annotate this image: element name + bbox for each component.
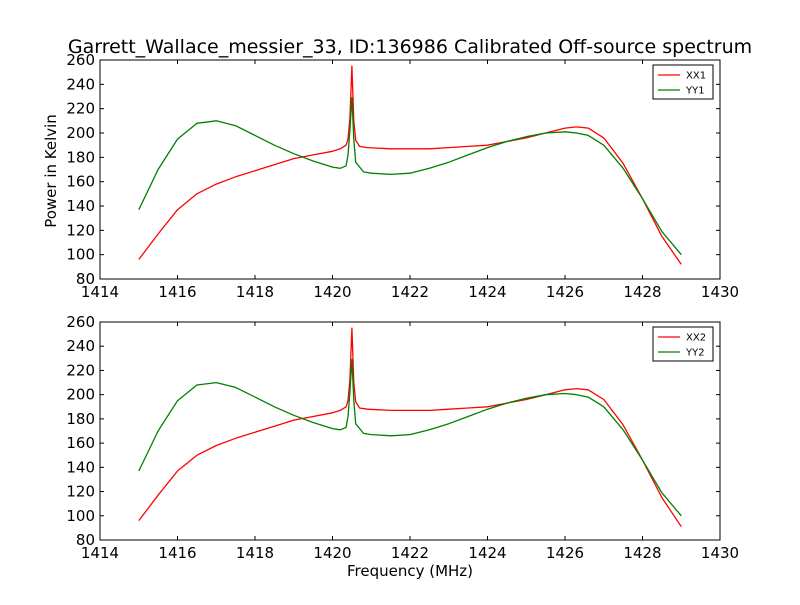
x-tick-label: 1426 — [546, 283, 584, 301]
legend-box — [652, 64, 714, 100]
legend-label-xx2: XX2 — [686, 333, 706, 344]
series-line-yy1 — [138, 97, 682, 256]
y-tick-label: 140 — [66, 197, 95, 215]
x-tick-label: 1420 — [313, 544, 351, 562]
legend-label-xx1: XX1 — [686, 71, 706, 82]
x-tick-label: 1416 — [158, 283, 196, 301]
y-tick-label: 160 — [66, 434, 95, 452]
y-tick-label: 260 — [66, 313, 95, 331]
x-tick-label: 1422 — [391, 544, 429, 562]
x-tick-label: 1414 — [81, 283, 119, 301]
y-tick-label: 220 — [66, 100, 95, 118]
top-spectrum-panel: 1414 1416 1418 1420 1422 1424 1426 1428 1430 80 10… — [66, 51, 739, 301]
y-tick-label: 180 — [66, 148, 95, 166]
y-axis-label: Power in Kelvin — [42, 114, 60, 228]
x-tick-label: 1422 — [391, 283, 429, 301]
y-tick-label: 200 — [66, 124, 95, 142]
legend-box — [652, 326, 714, 362]
x-tick-label: 1414 — [81, 544, 119, 562]
legend-label-yy1: YY1 — [685, 86, 705, 97]
series-line-xx1 — [138, 65, 682, 265]
x-tick-label: 1418 — [236, 283, 274, 301]
x-tick-label: 1420 — [313, 283, 351, 301]
y-tick-label: 240 — [66, 75, 95, 93]
figure-title: Garrett_Wallace_messier_33, ID:136986 Ca… — [68, 36, 752, 58]
x-tick-label: 1430 — [701, 544, 739, 562]
series-line-xx2 — [138, 327, 682, 528]
y-tick-label: 260 — [66, 51, 95, 69]
y-tick-label: 160 — [66, 173, 95, 191]
y-tick-label: 140 — [66, 458, 95, 476]
x-axis-label: Frequency (MHz) — [347, 562, 473, 580]
x-tick-label: 1428 — [623, 283, 661, 301]
y-tick-label: 240 — [66, 337, 95, 355]
bottom-spectrum-panel: 1414 1416 1418 1420 1422 1424 1426 1428 1430 80 10… — [66, 313, 739, 562]
legend-label-yy2: YY2 — [685, 348, 705, 359]
y-tick-label: 100 — [66, 507, 95, 525]
x-tick-label: 1426 — [546, 544, 584, 562]
series-line-yy2 — [138, 358, 682, 517]
y-tick-label: 120 — [66, 483, 95, 501]
x-tick-label: 1424 — [468, 283, 506, 301]
x-tick-label: 1418 — [236, 544, 274, 562]
y-tick-label: 220 — [66, 361, 95, 379]
y-tick-label: 80 — [76, 531, 95, 549]
x-tick-label: 1424 — [468, 544, 506, 562]
y-tick-label: 200 — [66, 386, 95, 404]
x-tick-label: 1416 — [158, 544, 196, 562]
y-tick-label: 180 — [66, 410, 95, 428]
y-tick-label: 120 — [66, 221, 95, 239]
x-tick-label: 1430 — [701, 283, 739, 301]
x-tick-label: 1428 — [623, 544, 661, 562]
y-tick-label: 80 — [76, 270, 95, 288]
y-tick-label: 100 — [66, 246, 95, 264]
